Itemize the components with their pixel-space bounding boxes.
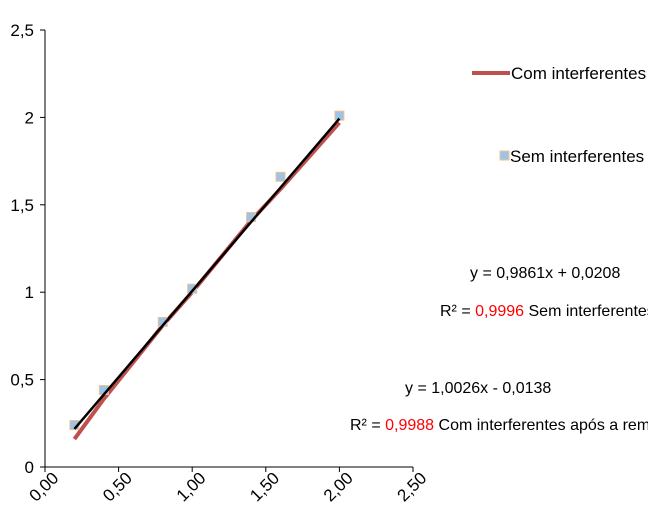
r2-prefix: R² = xyxy=(440,303,475,320)
x-ticks: 0,00 0,50 1,00 1,50 2,00 2,50 xyxy=(26,467,431,506)
r2-value: 0,9996 xyxy=(475,303,524,320)
legend-marker-sem-interferentes xyxy=(499,150,510,161)
r2-prefix: R² = xyxy=(350,417,385,434)
y-ticks: 0 0,5 1 1,5 2 2,5 xyxy=(10,21,45,477)
x-tick-label: 2,50 xyxy=(394,469,431,506)
y-tick-label: 2,5 xyxy=(10,21,34,40)
legend-label-sem-interferentes: Sem interferentes xyxy=(510,147,644,166)
data-point-sem-interferentes xyxy=(187,283,198,294)
x-tick-label: 0,50 xyxy=(99,469,136,506)
equation-sem-interferentes: y = 0,9861x + 0,0208 xyxy=(470,265,620,282)
axes xyxy=(44,30,413,468)
plot-area xyxy=(69,110,345,441)
y-tick-label: 0,5 xyxy=(10,371,34,390)
x-tick-label: 1,50 xyxy=(246,469,283,506)
data-point-sem-interferentes xyxy=(275,171,286,182)
equation-com-interferentes: y = 1,0026x - 0,0138 xyxy=(405,380,551,397)
y-tick-label: 1 xyxy=(25,283,34,302)
r2-com-interferentes: R² = 0,9988 Com interferentes após a rem… xyxy=(350,417,648,434)
y-tick-label: 2 xyxy=(25,108,34,127)
annotations: y = 0,9861x + 0,0208 R² = 0,9996 Sem int… xyxy=(350,265,648,434)
x-tick-label: 2,00 xyxy=(320,469,357,506)
trendline xyxy=(73,117,341,430)
legend: Com interferentes Sem interferentes xyxy=(472,64,646,166)
x-tick-label: 1,00 xyxy=(173,469,210,506)
r2-value: 0,9988 xyxy=(385,417,434,434)
r2-sem-interferentes: R² = 0,9996 Sem interferentes xyxy=(440,303,648,320)
series-line-com-interferentes xyxy=(72,121,341,441)
y-tick-label: 1,5 xyxy=(10,196,34,215)
r2-label: Com interferentes após a remoção xyxy=(434,417,648,434)
y-tick-label: 0 xyxy=(25,458,34,477)
legend-label-com-interferentes: Com interferentes xyxy=(511,64,646,83)
r2-label: Sem interferentes xyxy=(524,303,648,320)
